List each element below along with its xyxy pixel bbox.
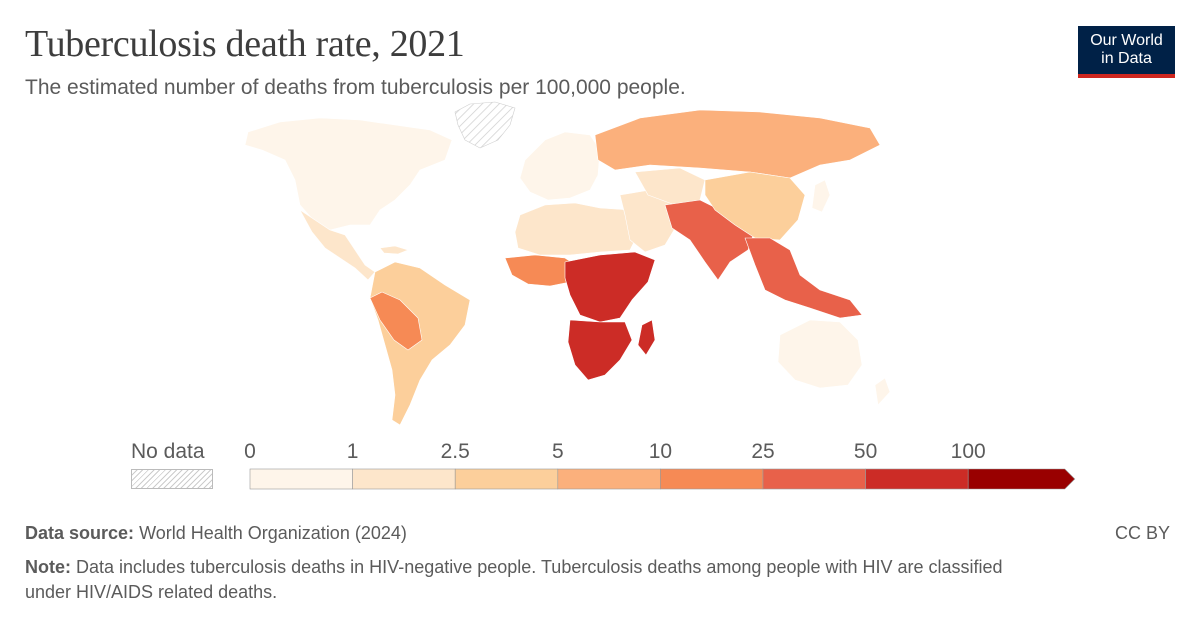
legend-tick-1: 1 (346, 440, 359, 463)
legend-tick-6: 50 (853, 440, 878, 463)
legend-tick-7: 100 (950, 440, 986, 463)
region-europe[interactable] (519, 131, 601, 201)
legend-tick-2: 2.5 (440, 440, 470, 463)
region-south-america[interactable] (369, 261, 471, 426)
region-greenland[interactable] (454, 101, 516, 149)
region-china[interactable] (704, 171, 806, 241)
legend-bin-6[interactable] (865, 468, 969, 490)
logo-line-1: Our World (1090, 32, 1163, 49)
region-southern-africa[interactable] (567, 319, 633, 381)
region-central-america[interactable] (299, 209, 376, 281)
note-text-2: under HIV/AIDS related deaths. (25, 582, 278, 602)
note-text: Data includes tuberculosis deaths in HIV… (76, 557, 1003, 577)
data-source: Data source: World Health Organization (… (25, 523, 407, 544)
license-label[interactable]: CC BY (1114, 523, 1170, 543)
legend-no-data-swatch (131, 469, 213, 489)
legend-bin-3[interactable] (557, 468, 661, 490)
region-australia[interactable] (777, 319, 863, 389)
region-north-america[interactable] (244, 117, 453, 231)
legend-bin-1[interactable] (352, 468, 456, 490)
chart-subtitle: The estimated number of deaths from tube… (25, 76, 686, 99)
legend-tick-3: 5 (551, 440, 564, 463)
legend-bin-2[interactable] (454, 468, 559, 490)
region-russia[interactable] (594, 109, 881, 179)
legend-bin-4[interactable] (660, 468, 764, 490)
legend-tick-4: 10 (648, 440, 673, 463)
legend-bin-5[interactable] (762, 468, 866, 490)
logo-line-2: in Data (1101, 50, 1152, 67)
region-southeast-asia[interactable] (744, 237, 863, 319)
legend-tick-0: 0 (244, 440, 256, 463)
region-japan[interactable] (811, 179, 831, 213)
region-central-africa[interactable] (564, 251, 656, 323)
region-madagascar[interactable] (637, 319, 656, 356)
legend-no-data-label: No data (131, 440, 205, 463)
region-north-africa[interactable] (514, 202, 641, 256)
legend-bin-0[interactable] (249, 468, 353, 490)
region-caribbean[interactable] (379, 245, 409, 255)
data-source-text[interactable]: World Health Organization (2024) (139, 523, 407, 543)
owid-logo[interactable]: Our World in Data (1078, 26, 1175, 78)
legend-tick-5: 25 (751, 440, 775, 463)
note-label: Note: (25, 557, 71, 577)
region-new-zealand[interactable] (874, 377, 891, 406)
legend-bin-7[interactable] (967, 468, 1076, 490)
region-peru-bolivia[interactable] (369, 291, 423, 351)
data-source-label: Data source: (25, 523, 135, 543)
chart-title: Tuberculosis death rate, 2021 (25, 23, 465, 65)
footer-note: Note: Data includes tuberculosis deaths … (25, 555, 1175, 605)
legend-color-scale (249, 468, 1076, 490)
